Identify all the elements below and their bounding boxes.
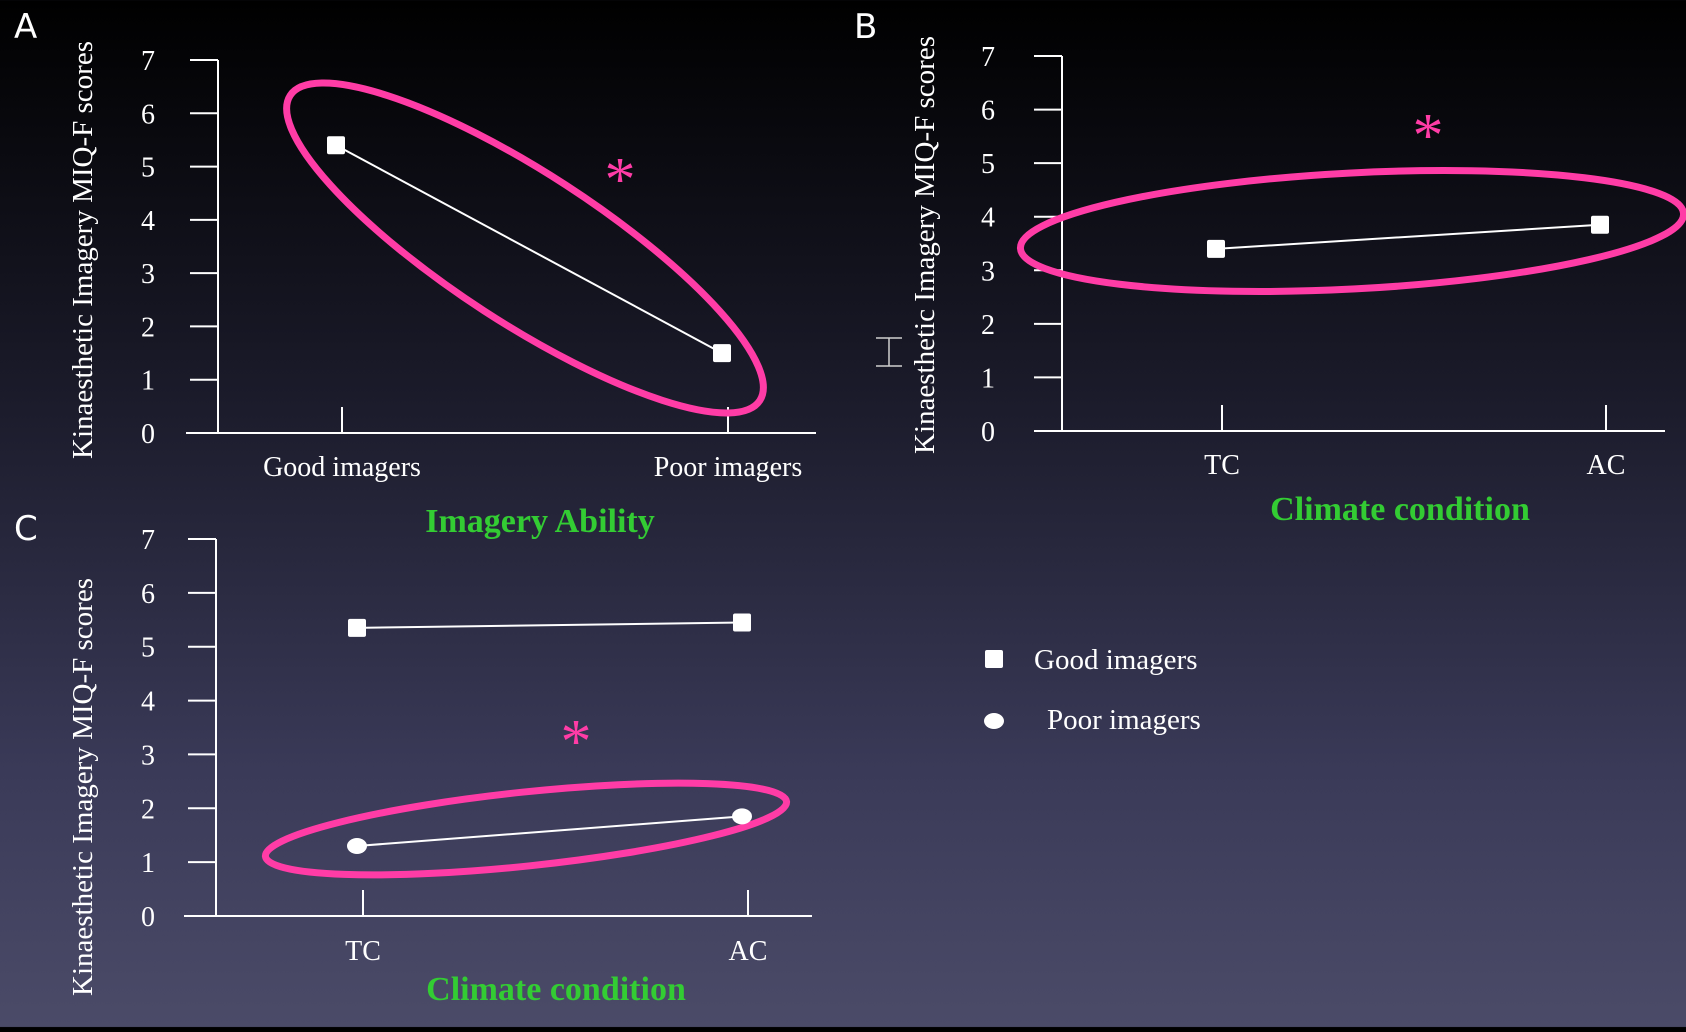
data-point-square (1591, 215, 1609, 234)
data-point-circle (347, 837, 367, 854)
highlight-ellipse (261, 779, 791, 879)
panel-letter: B (854, 7, 877, 47)
cursor-mark (876, 337, 902, 367)
y-tick-label: 0 (141, 902, 155, 933)
y-tick-label: 1 (141, 366, 155, 397)
x-tick-label: TC (345, 936, 381, 967)
significance-asterisk: * (1413, 102, 1444, 170)
legend-marker-square (985, 650, 1003, 668)
x-tick-label: AC (1587, 450, 1626, 481)
series-line (356, 815, 743, 847)
y-tick-label: 6 (141, 99, 155, 130)
y-tick-label: 4 (981, 203, 995, 234)
y-tick-label: 7 (981, 42, 995, 73)
data-point-square (1207, 239, 1225, 258)
legend-marker-circle (984, 713, 1004, 729)
significance-asterisk: * (561, 708, 592, 776)
legend: Good imagers Poor imagers (984, 644, 1201, 736)
panel-a: A 0 1 2 3 4 5 6 7 Good imagers Poor imagersImagery… (14, 7, 816, 540)
y-axis-title: Kinaesthetic Imagery MIQ-F scores (67, 41, 99, 459)
x-axis-title: Climate condition (426, 971, 686, 1008)
series-line (356, 621, 743, 629)
y-tick-label: 6 (141, 579, 155, 610)
y-tick-label: 1 (981, 363, 995, 394)
y-tick-label: 3 (141, 259, 155, 290)
y-tick-label: 2 (981, 310, 995, 341)
y-tick-label: 5 (141, 153, 155, 184)
series-line (1215, 223, 1601, 250)
y-tick-label: 7 (141, 46, 155, 77)
data-point-square (713, 344, 731, 363)
highlight-ellipse (283, 79, 767, 417)
y-tick-label: 0 (981, 417, 995, 448)
panel-letter: A (14, 7, 37, 47)
x-tick-label: Poor imagers (654, 452, 803, 483)
y-axis-title: Kinaesthetic Imagery MIQ-F scores (67, 578, 99, 996)
data-point-square (327, 136, 345, 155)
legend-label: Good imagers (1034, 644, 1198, 676)
y-tick-label: 4 (141, 687, 155, 718)
y-axis-title: Kinaesthetic Imagery MIQ-F scores (909, 36, 941, 454)
panel-c: C 0 1 2 3 4 5 6 7 TC AC Climate condition Kinaesthet… (14, 509, 812, 1008)
y-tick-label: 3 (981, 256, 995, 287)
y-tick-label: 2 (141, 312, 155, 343)
x-tick-label: TC (1204, 450, 1240, 481)
x-axis-title: Climate condition (1270, 491, 1530, 528)
series-line (335, 144, 723, 354)
y-tick-label: 2 (141, 794, 155, 825)
x-tick-label: AC (729, 936, 768, 967)
data-point-square (348, 618, 366, 637)
panel-letter: C (14, 509, 38, 549)
y-tick-label: 0 (141, 419, 155, 450)
highlight-ellipse (1016, 167, 1686, 295)
significance-asterisk: * (605, 146, 636, 214)
x-tick-label: Good imagers (263, 452, 421, 483)
data-point-square (733, 613, 751, 632)
y-tick-label: 1 (141, 848, 155, 879)
y-tick-label: 5 (981, 149, 995, 180)
panel-b: B 0 1 2 3 4 5 6 7 TC AC Climate condition Kinaesthet… (854, 7, 1686, 528)
legend-label: Poor imagers (1047, 704, 1201, 736)
y-tick-label: 4 (141, 206, 155, 237)
data-point-circle (732, 808, 752, 825)
y-tick-label: 5 (141, 633, 155, 664)
x-axis-title: Imagery Ability (425, 503, 654, 540)
y-tick-label: 7 (141, 525, 155, 556)
y-tick-label: 6 (981, 96, 995, 127)
y-tick-label: 3 (141, 740, 155, 771)
